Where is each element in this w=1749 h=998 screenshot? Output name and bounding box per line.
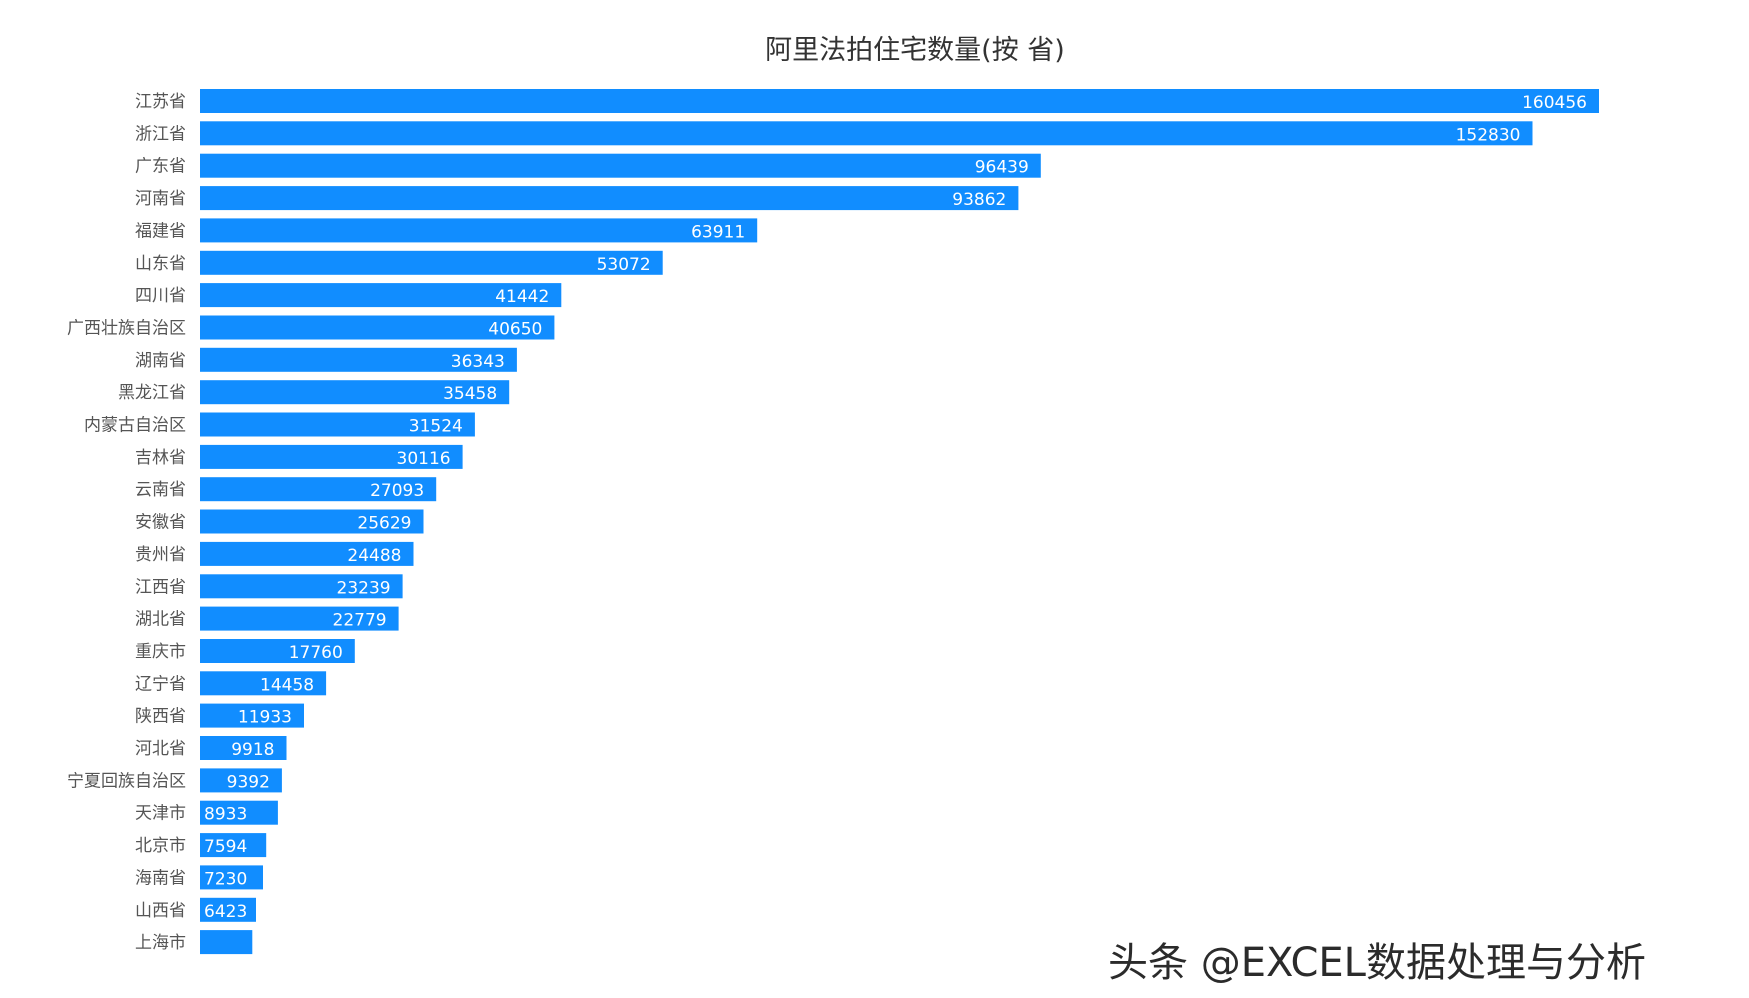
- category-label: 重庆市: [135, 642, 186, 662]
- bar: [200, 541, 414, 566]
- category-label: 上海市: [135, 933, 186, 953]
- bar: [200, 444, 463, 469]
- data-label: 9918: [231, 740, 274, 760]
- bar: [200, 606, 399, 631]
- bar: [200, 671, 327, 696]
- data-label: 30116: [397, 449, 451, 469]
- category-label: 海南省: [135, 868, 186, 888]
- bar: [200, 412, 475, 437]
- data-label: 152830: [1456, 125, 1521, 145]
- data-label: 8933: [204, 805, 247, 825]
- data-label: 23239: [337, 578, 391, 598]
- bar: [200, 736, 287, 760]
- bar: [200, 477, 437, 502]
- bar: [200, 89, 1599, 113]
- bar: [200, 380, 510, 405]
- data-label: 63911: [691, 222, 745, 242]
- data-label: 41442: [495, 287, 549, 307]
- bar: [200, 218, 758, 243]
- category-label: 辽宁省: [135, 674, 186, 694]
- category-label: 吉林省: [135, 448, 186, 468]
- bar: [200, 897, 256, 922]
- data-label: 7230: [204, 869, 247, 889]
- bar: [200, 121, 1533, 146]
- bar: [200, 639, 355, 663]
- data-label: 11933: [238, 708, 292, 728]
- category-label: 广东省: [135, 157, 186, 177]
- bar: [200, 800, 278, 825]
- category-label: 贵州省: [135, 545, 186, 565]
- watermark-text: 头条 @EXCEL数据处理与分析: [1108, 940, 1646, 986]
- category-label: 陕西省: [135, 707, 186, 727]
- bar: [200, 250, 663, 275]
- category-label: 广西壮族自治区: [67, 319, 186, 339]
- data-label: 27093: [370, 481, 424, 501]
- bar: [200, 768, 282, 793]
- bar: [200, 703, 304, 728]
- data-label: 160456: [1522, 93, 1587, 113]
- data-label: 31524: [409, 417, 463, 437]
- category-label: 宁夏回族自治区: [67, 771, 186, 791]
- bar: [200, 283, 562, 308]
- data-label: 96439: [975, 158, 1029, 178]
- data-label: 17760: [289, 643, 343, 663]
- chart-title: 阿里法拍住宅数量(按 省): [765, 35, 1065, 66]
- category-label: 河南省: [135, 189, 186, 209]
- category-label: 江西省: [135, 577, 186, 597]
- category-label: 湖南省: [135, 351, 186, 371]
- bar: [200, 509, 424, 534]
- data-label: 7594: [204, 837, 247, 857]
- data-label: 9392: [227, 772, 270, 792]
- data-label: 36343: [451, 352, 505, 372]
- bar: [200, 186, 1019, 211]
- data-label: 25629: [357, 514, 411, 534]
- data-label: 14458: [260, 675, 314, 695]
- category-label: 内蒙古自治区: [84, 416, 186, 436]
- category-label: 湖北省: [135, 610, 186, 630]
- bar: [200, 153, 1041, 178]
- category-label: 黑龙江省: [118, 383, 186, 403]
- category-label: 浙江省: [135, 124, 186, 144]
- bar: [200, 930, 253, 955]
- bar: [200, 574, 403, 599]
- data-label: 40650: [488, 320, 542, 340]
- data-label: 24488: [347, 546, 401, 566]
- data-label: 22779: [333, 611, 387, 631]
- category-label: 福建省: [135, 221, 186, 241]
- category-label: 河北省: [135, 739, 186, 759]
- category-label: 山西省: [135, 901, 186, 921]
- category-label: 天津市: [135, 804, 186, 824]
- data-label: 93862: [952, 190, 1006, 210]
- data-label: 35458: [443, 384, 497, 404]
- bar: [200, 315, 555, 340]
- category-label: 四川省: [135, 286, 186, 306]
- bar: [200, 347, 517, 372]
- category-label: 江苏省: [135, 92, 186, 112]
- bar: [200, 833, 267, 858]
- category-label: 安徽省: [135, 513, 186, 533]
- category-label: 云南省: [135, 480, 186, 500]
- category-label: 北京市: [135, 836, 186, 856]
- data-label: 6423: [204, 902, 247, 922]
- bar: [200, 865, 263, 890]
- data-label: 53072: [597, 255, 651, 275]
- category-label: 山东省: [135, 254, 186, 274]
